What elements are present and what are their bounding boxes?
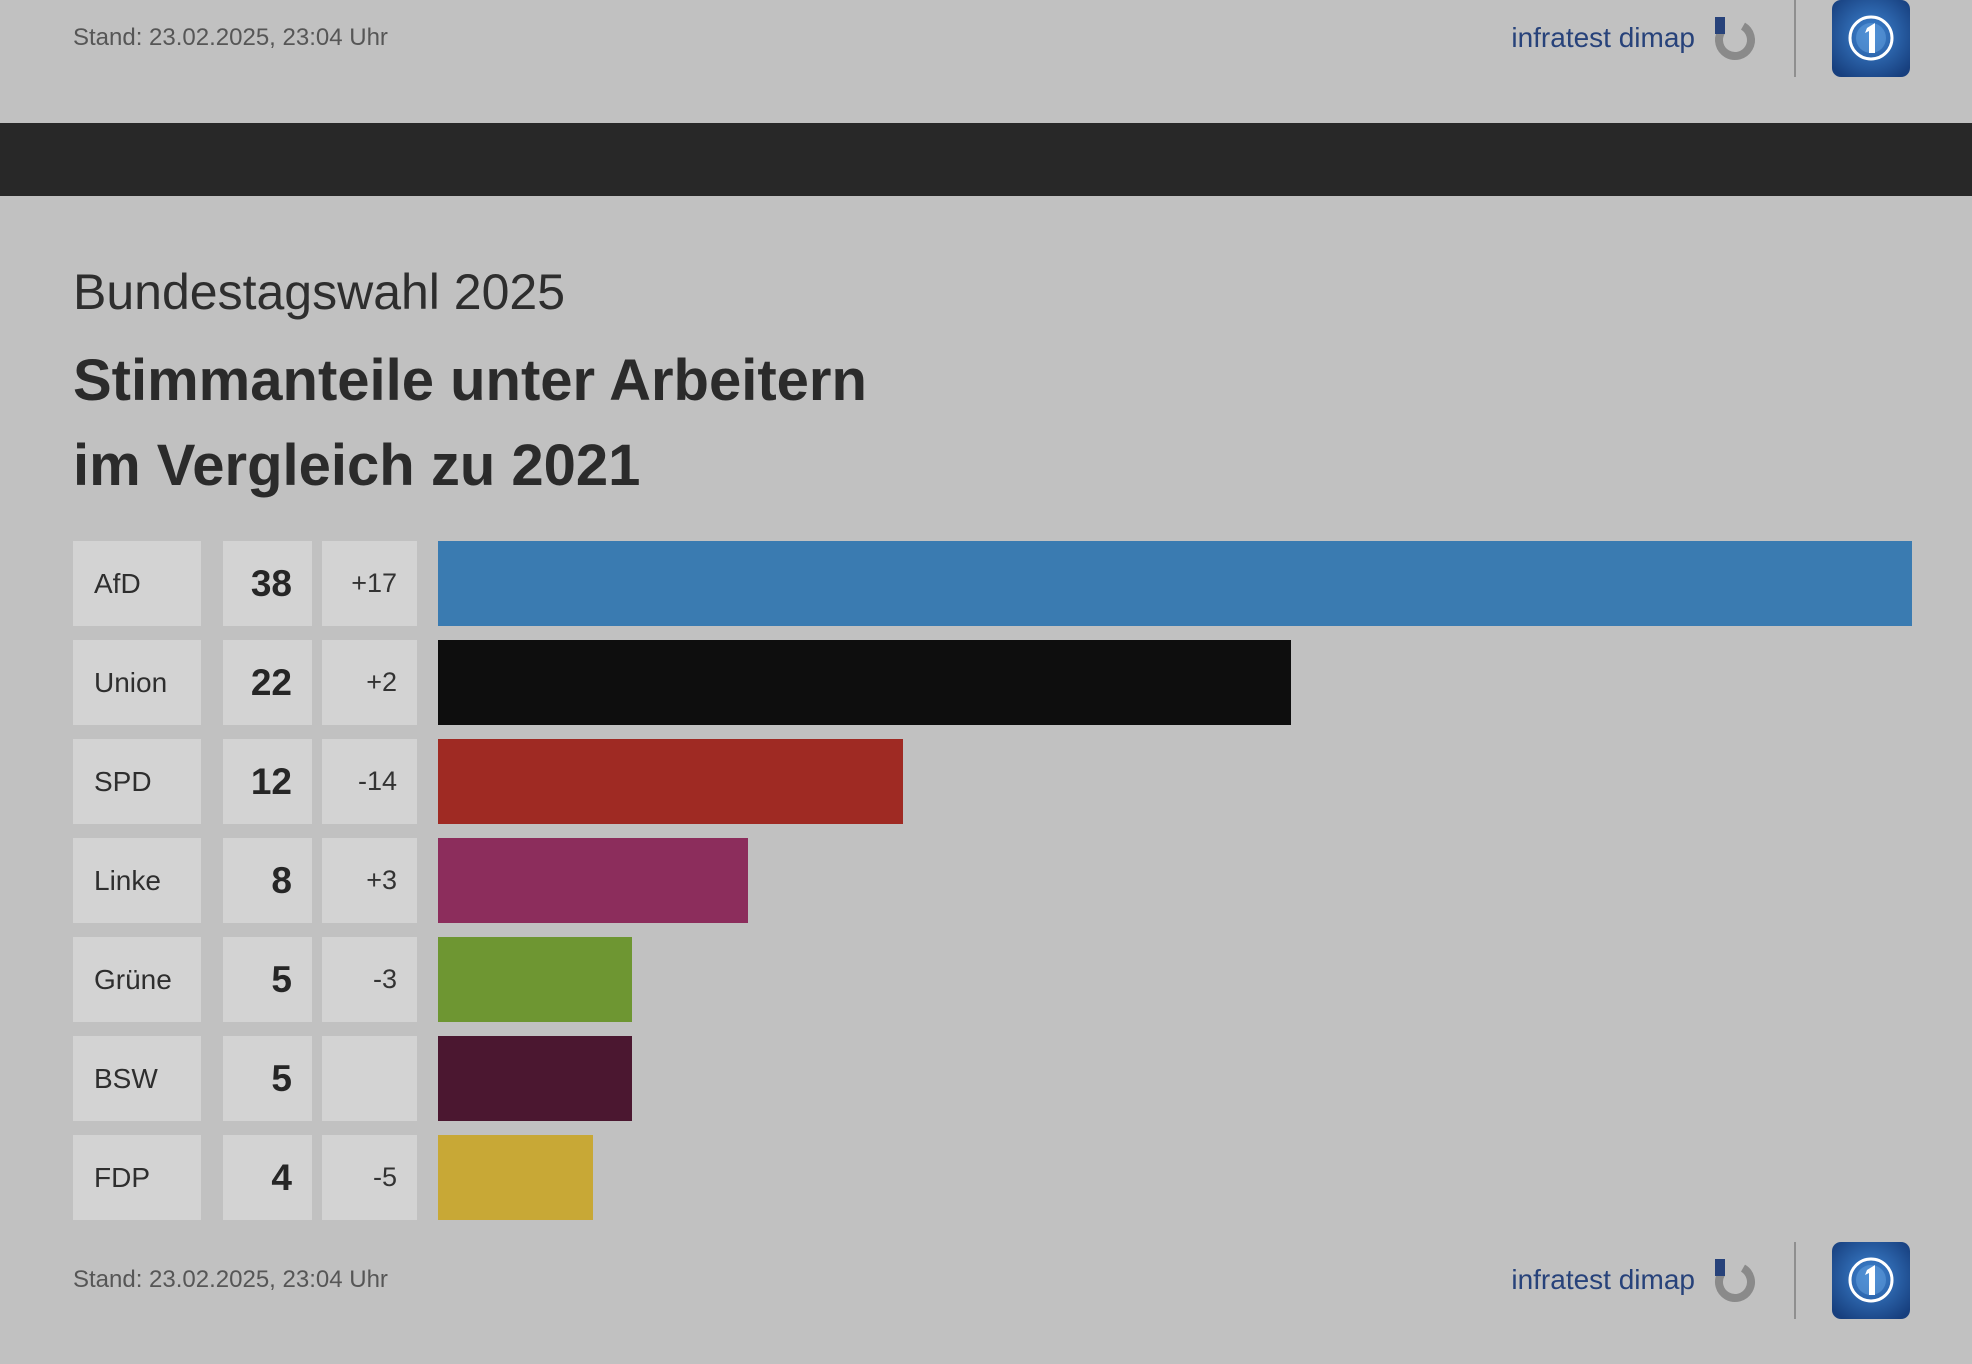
bar-row-linke: Linke 8 +3 bbox=[73, 838, 1912, 923]
change-value-spd: -14 bbox=[322, 739, 417, 824]
bar-row-afd: AfD 38 +17 bbox=[73, 541, 1912, 626]
change-value-union: +2 bbox=[322, 640, 417, 725]
vote-share-value-afd: 38 bbox=[223, 541, 312, 626]
vote-share-value-linke: 8 bbox=[223, 838, 312, 923]
bar-chart: AfD 38 +17 Union 22 +2 SPD 12 -14 Linke 8 +3 Grüne 5-… bbox=[73, 541, 1912, 1220]
party-label-spd: SPD bbox=[73, 739, 201, 824]
bar-fdp bbox=[438, 1135, 594, 1220]
bar-grune bbox=[438, 937, 632, 1022]
bar-track-bsw bbox=[438, 1036, 1912, 1121]
chart-subtitle: Bundestagswahl 2025 bbox=[73, 264, 566, 320]
bar-track-linke bbox=[438, 838, 1912, 923]
bar-row-bsw: BSW 5 bbox=[73, 1036, 1912, 1121]
bar-track-fdp bbox=[438, 1135, 1912, 1220]
bar-row-fdp: FDP 4 -5 bbox=[73, 1135, 1912, 1220]
bar-spd bbox=[438, 739, 904, 824]
bar-row-union: Union 22 +2 bbox=[73, 640, 1912, 725]
footer-divider bbox=[1794, 1242, 1796, 1319]
change-value-linke: +3 bbox=[322, 838, 417, 923]
vote-share-value-spd: 12 bbox=[223, 739, 312, 824]
bar-afd bbox=[438, 541, 1912, 626]
brand-name-top: infratest dimap bbox=[1511, 22, 1695, 53]
infratest-dimap-logo-icon bbox=[1715, 17, 1755, 60]
vote-share-value-bsw: 5 bbox=[223, 1036, 312, 1121]
ard-logo-icon bbox=[1832, 0, 1910, 77]
stand-timestamp-top: Stand: 23.02.2025, 23:04 Uhr bbox=[73, 24, 388, 51]
chart-title-line-2: im Vergleich zu 2021 bbox=[73, 433, 641, 498]
brand-name-bottom: infratest dimap bbox=[1511, 1264, 1695, 1295]
party-label-afd: AfD bbox=[73, 541, 201, 626]
ard-logo-icon bbox=[1832, 1242, 1910, 1319]
stand-timestamp-bottom: Stand: 23.02.2025, 23:04 Uhr bbox=[73, 1266, 388, 1293]
header-divider bbox=[1794, 0, 1796, 77]
chart-title-line-1: Stimmanteile unter Arbeitern bbox=[73, 348, 867, 413]
party-label-fdp: FDP bbox=[73, 1135, 201, 1220]
party-label-bsw: BSW bbox=[73, 1036, 201, 1121]
bar-row-spd: SPD 12 -14 bbox=[73, 739, 1912, 824]
bar-track-grune bbox=[438, 937, 1912, 1022]
bar-track-afd bbox=[438, 541, 1912, 626]
header-band bbox=[0, 123, 1972, 196]
bar-row-grune: Grüne 5 -3 bbox=[73, 937, 1912, 1022]
bar-union bbox=[438, 640, 1292, 725]
party-label-grune: Grüne bbox=[73, 937, 201, 1022]
party-label-union: Union bbox=[73, 640, 201, 725]
bar-bsw bbox=[438, 1036, 632, 1121]
party-label-linke: Linke bbox=[73, 838, 201, 923]
vote-share-value-fdp: 4 bbox=[223, 1135, 312, 1220]
change-value-grune: -3 bbox=[322, 937, 417, 1022]
bar-track-spd bbox=[438, 739, 1912, 824]
chart-title: Stimmanteile unter Arbeitern im Vergleic… bbox=[73, 338, 867, 508]
change-value-afd: +17 bbox=[322, 541, 417, 626]
change-value-fdp: -5 bbox=[322, 1135, 417, 1220]
vote-share-value-union: 22 bbox=[223, 640, 312, 725]
change-value-bsw bbox=[322, 1036, 417, 1121]
infratest-dimap-logo-icon bbox=[1715, 1259, 1755, 1302]
bar-linke bbox=[438, 838, 749, 923]
bar-track-union bbox=[438, 640, 1912, 725]
vote-share-value-grune: 5 bbox=[223, 937, 312, 1022]
